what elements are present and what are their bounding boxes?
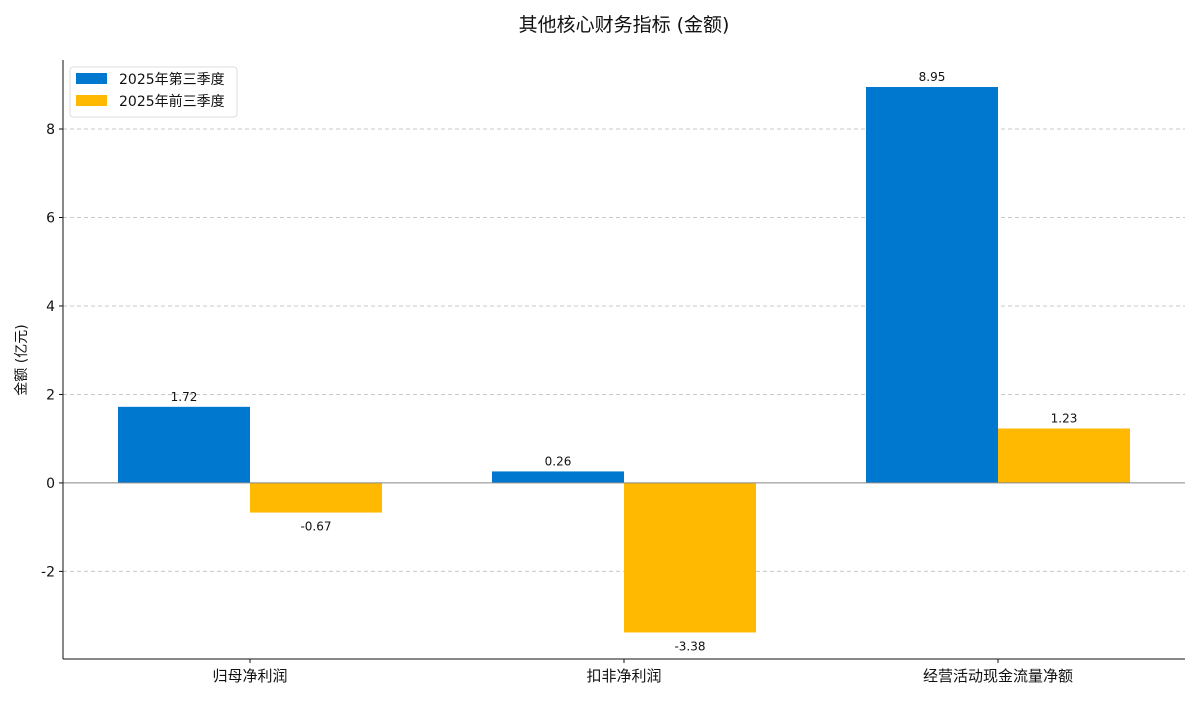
- legend-box: [69, 66, 238, 118]
- y-axis-label: 金额 (亿元): [14, 324, 30, 395]
- y-tick-label: 2: [46, 387, 55, 403]
- y-tick-label: 0: [46, 476, 55, 492]
- data-label: -0.67: [300, 520, 331, 534]
- y-tick-label: 4: [46, 299, 55, 315]
- bar-2: [624, 482, 756, 633]
- bar-1: [866, 86, 998, 483]
- y-tick-label: -2: [41, 564, 55, 580]
- bar-2: [998, 428, 1130, 483]
- data-label: -3.38: [674, 639, 705, 653]
- x-tick-label: 归母净利润: [212, 667, 287, 685]
- bar-1: [492, 471, 624, 483]
- legend-swatch: [76, 95, 107, 106]
- legend-label: 2025年第三季度: [119, 71, 225, 88]
- legend-label: 2025年前三季度: [119, 93, 225, 110]
- data-label: 1.23: [1051, 412, 1078, 426]
- legend-swatch: [76, 73, 107, 84]
- y-tick-label: 6: [46, 210, 55, 226]
- legend: 2025年第三季度 2025年前三季度: [69, 66, 238, 118]
- data-label: 8.95: [919, 70, 946, 84]
- data-label: 0.26: [545, 454, 572, 468]
- data-label: 1.72: [171, 390, 198, 404]
- chart-title: 其他核心财务指标 (金额): [519, 14, 730, 36]
- y-tick-label: 8: [46, 122, 55, 138]
- bar-1: [118, 406, 250, 483]
- x-tick-label: 扣非净利润: [586, 667, 661, 685]
- bar-2: [250, 482, 382, 513]
- x-tick-label: 经营活动现金流量净额: [923, 667, 1073, 685]
